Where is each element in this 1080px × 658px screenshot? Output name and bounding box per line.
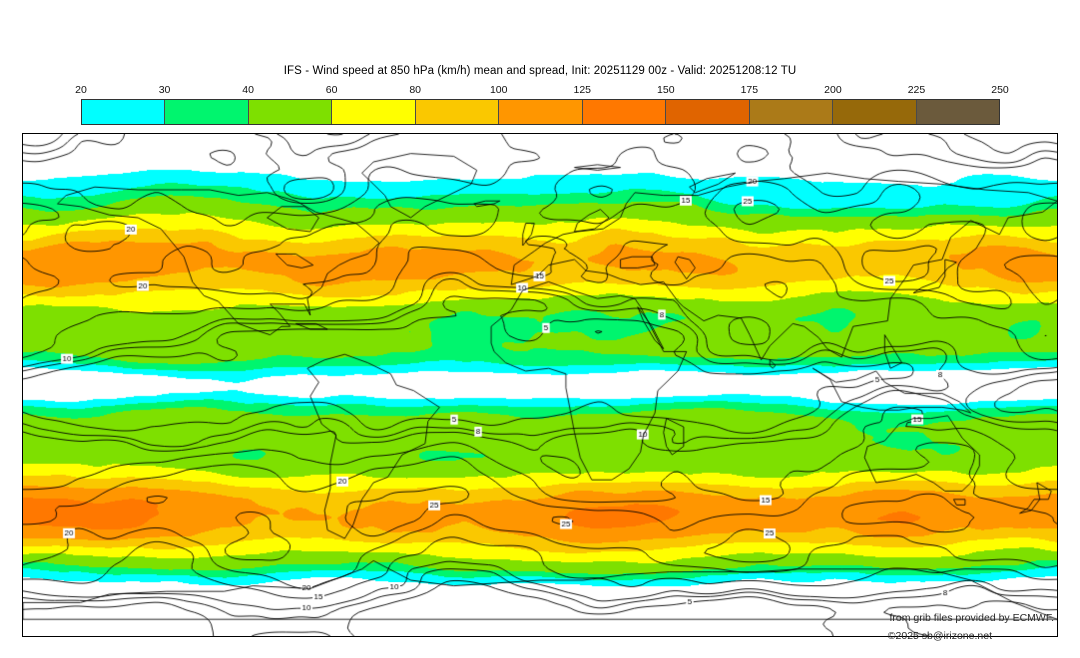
colorbar-tick-20: 20 xyxy=(75,84,87,96)
colorbar-segment-200 xyxy=(833,100,917,124)
colorbar-segment-20 xyxy=(82,100,166,124)
colorbar-segment-175 xyxy=(749,100,834,124)
colorbar-segment-80 xyxy=(415,100,500,124)
colorbar-tick-60: 60 xyxy=(325,84,338,96)
colorbar-segment-225 xyxy=(916,100,999,124)
attribution-copyright: ©2025 sb@irizone.net xyxy=(887,630,992,642)
map-panel[interactable] xyxy=(22,133,1058,637)
colorbar-segment-30 xyxy=(165,100,249,124)
colorbar-segment-125 xyxy=(582,100,667,124)
colorbar-segment-100 xyxy=(499,100,583,124)
colorbar xyxy=(81,99,1000,125)
colorbar-gradient xyxy=(81,99,1000,125)
colorbar-tick-250: 250 xyxy=(991,84,1009,96)
colorbar-tick-40: 40 xyxy=(242,84,254,96)
colorbar-tick-labels: 20 30 40 60 80 100 125 150 175 200 225 250 xyxy=(75,84,1009,98)
colorbar-tick-150: 150 xyxy=(657,84,675,96)
colorbar-tick-80: 80 xyxy=(409,84,422,96)
colorbar-segment-60 xyxy=(332,100,416,124)
colorbar-tick-200: 200 xyxy=(824,84,842,96)
wind-speed-field xyxy=(23,134,1057,636)
attribution-source: from grib files provided by ECMWF. xyxy=(889,612,1054,624)
colorbar-segment-150 xyxy=(666,100,750,124)
colorbar-tick-225: 225 xyxy=(907,84,926,96)
colorbar-tick-125: 125 xyxy=(573,84,592,96)
page-title: IFS - Wind speed at 850 hPa (km/h) mean … xyxy=(283,65,797,77)
colorbar-tick-100: 100 xyxy=(489,84,508,96)
colorbar-tick-30: 30 xyxy=(158,84,171,96)
colorbar-segment-40 xyxy=(248,100,333,124)
colorbar-tick-175: 175 xyxy=(740,84,759,96)
